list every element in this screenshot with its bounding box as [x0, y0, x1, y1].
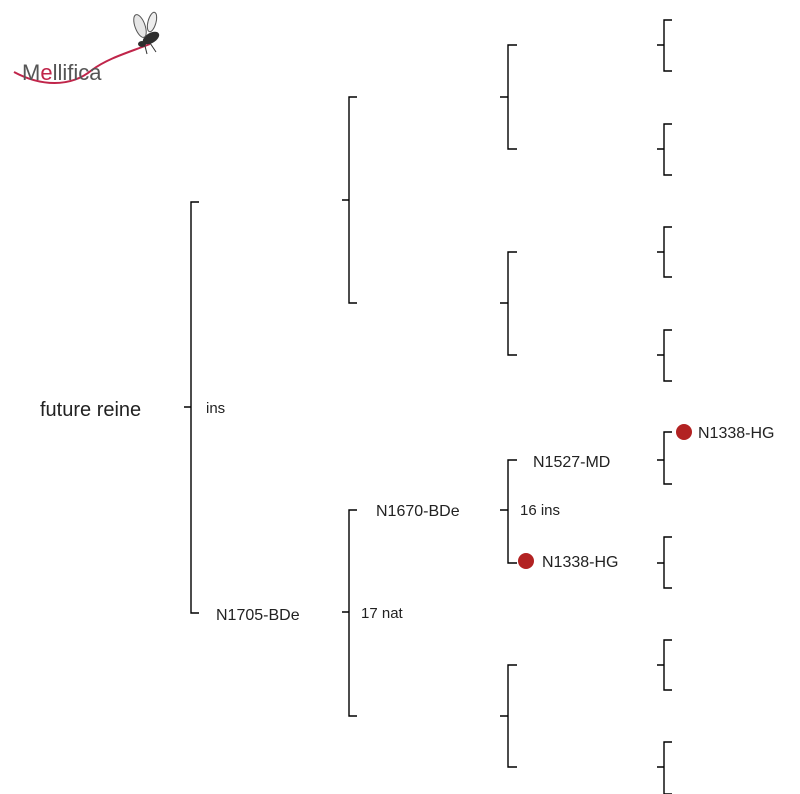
logo-text: Mellifica	[22, 60, 102, 85]
bracket-level4	[657, 431, 672, 485]
bracket-level2	[342, 96, 357, 304]
bracket-level3	[500, 251, 517, 356]
marker-dot	[518, 553, 534, 569]
bracket-level4	[657, 536, 672, 589]
tree-connectors	[184, 19, 672, 794]
mother-label[interactable]: N1705-BDe	[216, 607, 300, 624]
bracket-level3	[500, 664, 517, 768]
mother-mating-label: 17 nat	[361, 605, 404, 622]
bracket-level3	[500, 44, 517, 150]
great-grandmother-dam-label[interactable]: N1527-MD	[533, 454, 610, 471]
bracket-level4	[657, 226, 672, 278]
bracket-level4	[657, 329, 672, 382]
bracket-level4	[657, 741, 672, 794]
grandmother-mating-label: 16 ins	[520, 502, 560, 519]
mellifica-logo: Mellifica	[13, 11, 160, 85]
great-grandmother-sire-label[interactable]: N1338-HG	[542, 554, 618, 571]
root-mating-label: ins	[206, 400, 225, 417]
root-label[interactable]: future reine	[40, 399, 141, 421]
bracket-level4	[657, 639, 672, 691]
great-great-grandmother-label[interactable]: N1338-HG	[698, 425, 774, 442]
bracket-level4	[657, 19, 672, 72]
logo-swoosh	[13, 43, 151, 84]
grandmother-label[interactable]: N1670-BDe	[376, 503, 460, 520]
bracket-level2	[342, 509, 357, 717]
bee-icon	[133, 11, 160, 55]
bracket-level3	[500, 459, 517, 564]
marker-dot	[676, 424, 692, 440]
bracket-level1	[184, 201, 199, 614]
bracket-level4	[657, 123, 672, 176]
